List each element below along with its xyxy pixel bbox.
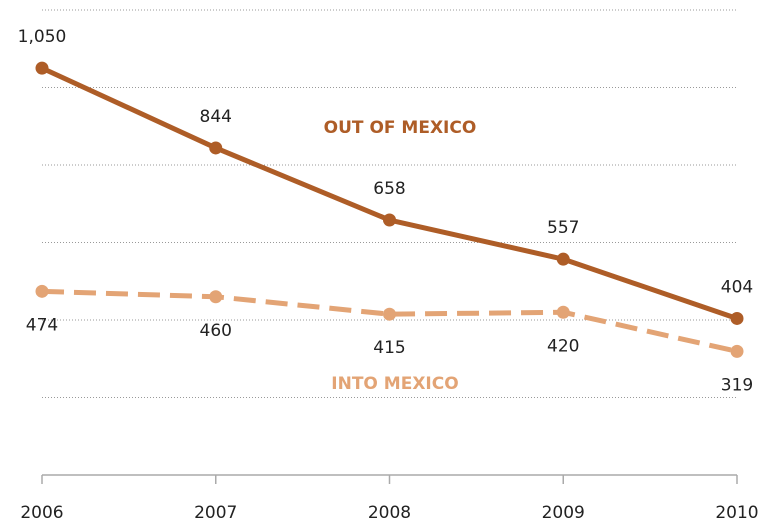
data-label: 404	[721, 277, 753, 297]
data-point	[730, 344, 744, 358]
data-point	[209, 141, 223, 155]
data-point	[35, 284, 49, 298]
x-tick-label: 2008	[368, 503, 411, 523]
data-point	[730, 311, 744, 325]
x-tick-label: 2007	[194, 503, 237, 523]
data-label: 557	[547, 218, 579, 238]
x-tick-label: 2006	[20, 503, 63, 523]
data-point	[209, 290, 223, 304]
data-label: 658	[373, 179, 405, 199]
data-point	[35, 61, 49, 75]
series-name: OUT OF MEXICO	[324, 118, 477, 138]
data-label: 474	[26, 315, 58, 335]
x-tick-label: 2010	[715, 503, 758, 523]
x-tick-label: 2009	[542, 503, 585, 523]
data-label: 415	[373, 338, 405, 358]
data-point	[556, 252, 570, 266]
series-line	[41, 288, 738, 354]
data-point	[556, 305, 570, 319]
data-label: 1,050	[18, 27, 67, 47]
series-name: INTO MEXICO	[331, 374, 458, 394]
data-label: 319	[721, 375, 753, 395]
data-label: 844	[200, 107, 232, 127]
data-label: 420	[547, 336, 579, 356]
data-point	[383, 213, 396, 227]
data-point	[383, 307, 396, 321]
data-label: 460	[200, 321, 232, 341]
